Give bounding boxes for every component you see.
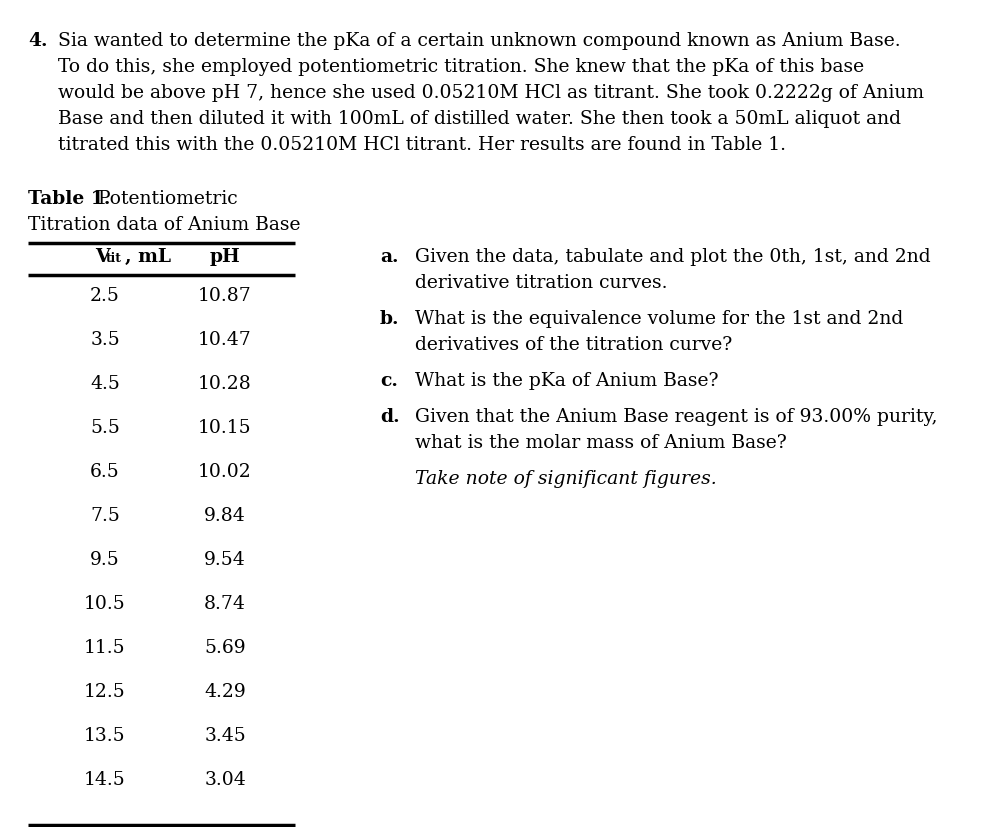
Text: 10.87: 10.87 [198,287,252,305]
Text: 4.29: 4.29 [204,683,246,701]
Text: tit: tit [106,252,122,265]
Text: 5.5: 5.5 [90,419,120,437]
Text: V: V [95,248,110,266]
Text: Sia wanted to determine the pKa of a certain unknown compound known as Anium Bas: Sia wanted to determine the pKa of a cer… [58,32,901,50]
Text: 8.74: 8.74 [204,595,246,613]
Text: 10.28: 10.28 [198,375,252,393]
Text: Base and then diluted it with 100mL of distilled water. She then took a 50mL ali: Base and then diluted it with 100mL of d… [58,110,901,128]
Text: 3.5: 3.5 [90,331,120,349]
Text: 7.5: 7.5 [90,507,120,525]
Text: 9.5: 9.5 [90,551,120,569]
Text: To do this, she employed potentiometric titration. She knew that the pKa of this: To do this, she employed potentiometric … [58,58,864,76]
Text: Table 1.: Table 1. [28,190,111,208]
Text: Take note of significant figures.: Take note of significant figures. [415,470,717,488]
Text: 2.5: 2.5 [90,287,120,305]
Text: Titration data of Anium Base: Titration data of Anium Base [28,216,301,234]
Text: What is the pKa of Anium Base?: What is the pKa of Anium Base? [415,372,718,390]
Text: c.: c. [380,372,398,390]
Text: 10.02: 10.02 [198,463,252,481]
Text: a.: a. [380,248,399,266]
Text: b.: b. [380,310,400,328]
Text: 3.04: 3.04 [204,771,246,789]
Text: 11.5: 11.5 [84,639,126,657]
Text: what is the molar mass of Anium Base?: what is the molar mass of Anium Base? [415,434,787,452]
Text: 10.47: 10.47 [198,331,252,349]
Text: 5.69: 5.69 [204,639,246,657]
Text: Given that the Anium Base reagent is of 93.00% purity,: Given that the Anium Base reagent is of … [415,408,938,426]
Text: titrated this with the 0.05210M HCl titrant. Her results are found in Table 1.: titrated this with the 0.05210M HCl titr… [58,136,786,154]
Text: 10.15: 10.15 [198,419,252,437]
Text: 6.5: 6.5 [90,463,120,481]
Text: 4.: 4. [28,32,47,50]
Text: 10.5: 10.5 [84,595,126,613]
Text: 12.5: 12.5 [84,683,126,701]
Text: What is the equivalence volume for the 1st and 2nd: What is the equivalence volume for the 1… [415,310,903,328]
Text: 14.5: 14.5 [84,771,126,789]
Text: 13.5: 13.5 [84,727,126,745]
Text: d.: d. [380,408,400,426]
Text: 4.5: 4.5 [90,375,120,393]
Text: derivatives of the titration curve?: derivatives of the titration curve? [415,336,732,354]
Text: Given the data, tabulate and plot the 0th, 1st, and 2nd: Given the data, tabulate and plot the 0t… [415,248,931,266]
Text: pH: pH [210,248,240,266]
Text: , mL: , mL [125,248,171,266]
Text: 9.84: 9.84 [204,507,246,525]
Text: derivative titration curves.: derivative titration curves. [415,274,668,292]
Text: Potentiometric: Potentiometric [92,190,237,208]
Text: 3.45: 3.45 [204,727,246,745]
Text: would be above pH 7, hence she used 0.05210M HCl as titrant. She took 0.2222g of: would be above pH 7, hence she used 0.05… [58,84,924,102]
Text: 9.54: 9.54 [204,551,246,569]
